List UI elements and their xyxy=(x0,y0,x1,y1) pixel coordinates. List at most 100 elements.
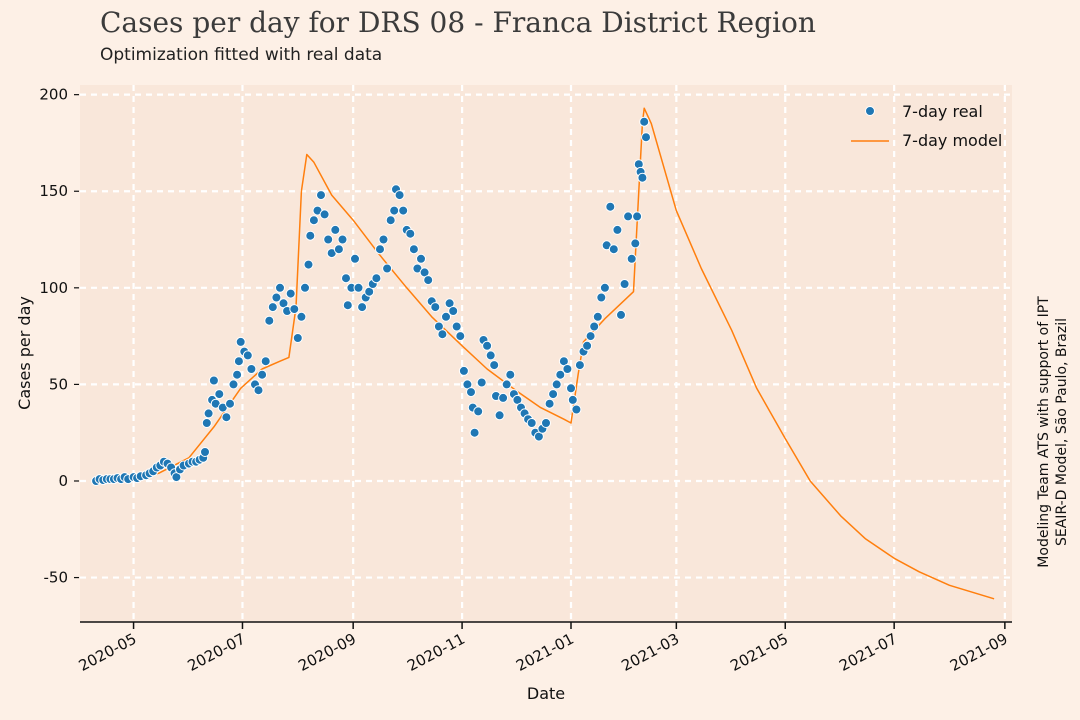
real-point xyxy=(357,302,368,313)
y-tick-label: 50 xyxy=(49,375,68,393)
legend: 7-day real 7-day model xyxy=(851,102,1002,150)
y-tick-label: 150 xyxy=(39,182,68,200)
real-point xyxy=(541,418,551,428)
real-point xyxy=(458,365,469,376)
real-point xyxy=(235,336,246,347)
real-point xyxy=(308,215,319,226)
real-point xyxy=(441,311,451,322)
real-point xyxy=(498,392,509,403)
real-point xyxy=(571,404,582,415)
real-point xyxy=(350,253,360,264)
real-point xyxy=(337,234,348,245)
real-point xyxy=(526,418,537,428)
x-tick-label: 2021-01 xyxy=(513,630,577,675)
real-point xyxy=(599,282,610,293)
real-point xyxy=(375,244,385,255)
real-point xyxy=(582,340,593,351)
y-tick-label: 0 xyxy=(58,472,68,490)
real-point xyxy=(285,288,296,299)
real-point xyxy=(292,333,303,343)
real-point xyxy=(228,379,239,390)
real-point xyxy=(596,292,607,303)
real-point xyxy=(408,244,419,255)
real-point xyxy=(448,306,459,316)
real-point xyxy=(353,282,364,293)
real-point xyxy=(330,224,341,235)
real-point xyxy=(253,385,264,396)
real-point xyxy=(323,234,334,245)
real-point xyxy=(641,132,651,143)
real-point xyxy=(574,360,585,371)
real-point xyxy=(616,309,626,320)
x-axis: 2020-05 2020-07 2020-09 2020-11 2021-01 2021-… xyxy=(76,622,1011,675)
real-point xyxy=(585,331,596,342)
real-point xyxy=(451,321,462,332)
real-point xyxy=(592,311,603,322)
real-point xyxy=(455,331,466,342)
real-point xyxy=(405,228,416,239)
x-tick-label: 2020-09 xyxy=(295,630,359,675)
real-point xyxy=(632,211,643,222)
real-point xyxy=(501,379,512,390)
real-point xyxy=(589,321,600,332)
real-point xyxy=(476,377,487,388)
real-point xyxy=(623,211,634,222)
real-point xyxy=(466,387,476,398)
real-point xyxy=(214,389,225,400)
series-model xyxy=(96,107,995,600)
real-point xyxy=(316,190,326,201)
x-tick-label: 2021-09 xyxy=(947,630,1011,675)
real-point xyxy=(225,398,235,409)
real-point xyxy=(630,238,641,249)
real-point xyxy=(489,360,500,371)
real-point xyxy=(548,389,559,400)
y-axis-label: Cases per day xyxy=(15,296,34,410)
real-point xyxy=(296,311,307,322)
real-point xyxy=(639,116,650,127)
x-tick-label: 2020-05 xyxy=(76,630,140,675)
real-point xyxy=(555,369,566,380)
real-point xyxy=(562,364,573,374)
real-point xyxy=(242,350,253,361)
real-point xyxy=(485,350,496,361)
real-point xyxy=(305,230,316,241)
legend-real-label: 7-day real xyxy=(902,102,983,121)
real-point xyxy=(203,408,214,419)
series-real xyxy=(91,116,651,486)
real-point xyxy=(494,410,505,421)
real-point xyxy=(341,273,351,284)
x-tick-label: 2020-11 xyxy=(404,630,468,675)
real-point xyxy=(605,201,616,212)
real-point xyxy=(430,302,441,313)
real-point xyxy=(394,190,405,201)
real-point xyxy=(416,253,426,264)
real-point xyxy=(619,279,630,289)
real-point xyxy=(371,273,382,284)
real-point xyxy=(567,394,578,405)
real-point xyxy=(333,244,344,255)
real-point xyxy=(260,356,271,367)
x-tick-label: 2020-07 xyxy=(185,630,249,675)
y-tick-label: 200 xyxy=(39,86,68,104)
real-point xyxy=(473,406,484,417)
real-point xyxy=(221,412,232,423)
real-point xyxy=(257,369,268,380)
real-point xyxy=(423,275,434,286)
real-point xyxy=(267,302,278,313)
legend-model-label: 7-day model xyxy=(902,131,1002,150)
y-axis: -50 0 50 100 150 200 xyxy=(39,86,79,587)
real-point xyxy=(608,244,619,255)
chart-title: Cases per day for DRS 08 - Franca Distri… xyxy=(100,6,816,39)
real-point xyxy=(469,427,480,438)
real-point xyxy=(233,356,244,367)
real-point xyxy=(385,215,396,226)
real-point xyxy=(200,447,210,457)
real-point xyxy=(612,224,623,235)
x-axis-label: Date xyxy=(527,684,565,703)
y-tick-label: -50 xyxy=(44,569,69,587)
real-point xyxy=(319,209,330,220)
real-point xyxy=(275,282,285,293)
real-point xyxy=(544,398,555,409)
real-point xyxy=(482,340,493,351)
